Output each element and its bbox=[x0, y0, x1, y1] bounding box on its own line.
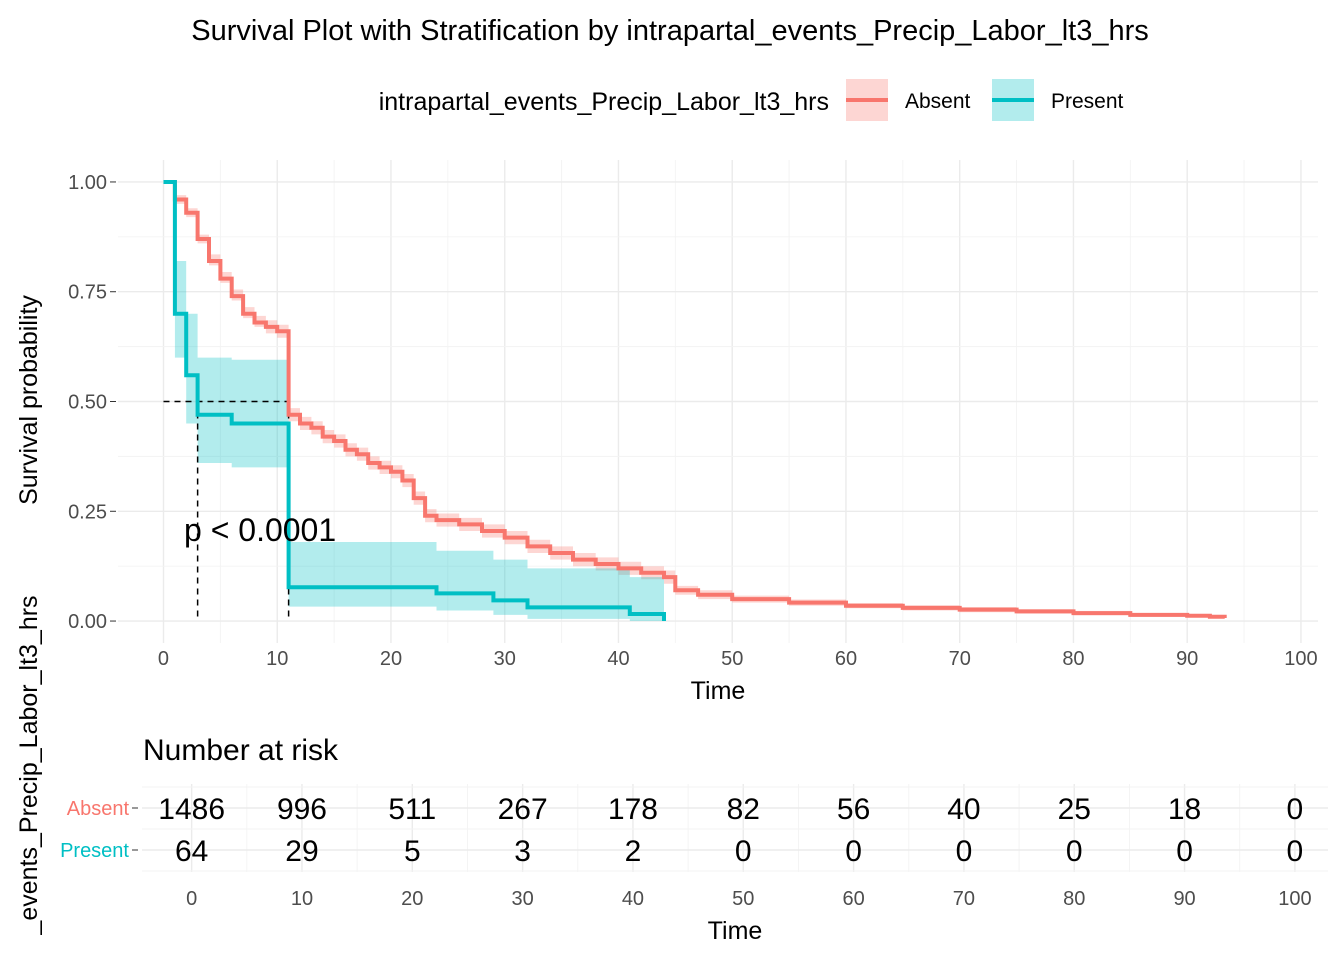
risk-value: 996 bbox=[277, 793, 327, 826]
x-tick-label: 50 bbox=[721, 648, 743, 670]
risk-value: 267 bbox=[498, 793, 548, 826]
risk-table-title: Number at risk bbox=[143, 734, 339, 767]
risk-x-tick-label: 10 bbox=[291, 888, 313, 910]
risk-x-tick-label: 50 bbox=[732, 888, 754, 910]
risk-value: 0 bbox=[735, 835, 752, 868]
risk-value: 64 bbox=[175, 835, 208, 868]
grid bbox=[118, 160, 1318, 643]
x-tick-label: 10 bbox=[266, 648, 288, 670]
y-tick-label: 0.00 bbox=[68, 611, 107, 633]
y-tick-label: 0.25 bbox=[68, 501, 107, 523]
risk-value: 0 bbox=[1287, 835, 1304, 868]
survival-curve-present bbox=[163, 180, 666, 621]
risk-table-grid bbox=[142, 784, 1328, 872]
risk-x-tick-label: 20 bbox=[401, 888, 423, 910]
risk-value: 0 bbox=[1176, 835, 1193, 868]
x-tick-label: 90 bbox=[1176, 648, 1198, 670]
risk-x-tick-label: 30 bbox=[511, 888, 533, 910]
x-axis-ticks: 0 10 20 30 40 50 60 70 80 90 100 bbox=[158, 648, 1318, 670]
risk-value: 511 bbox=[388, 793, 436, 826]
risk-value: 3 bbox=[514, 835, 531, 868]
x-axis-label: Time bbox=[691, 677, 746, 705]
risk-table: Number at risk Absent Present 1486 996 511 2… bbox=[15, 595, 1328, 945]
risk-value: 0 bbox=[956, 835, 973, 868]
risk-value: 29 bbox=[285, 835, 318, 868]
risk-x-tick-label: 60 bbox=[842, 888, 864, 910]
legend-title: intrapartal_events_Precip_Labor_lt3_hrs bbox=[379, 88, 829, 116]
risk-x-tick-label: 40 bbox=[622, 888, 644, 910]
risk-value: 2 bbox=[625, 835, 642, 868]
x-tick-label: 40 bbox=[607, 648, 629, 670]
risk-x-tick-label: 70 bbox=[953, 888, 975, 910]
risk-table-x-label: Time bbox=[708, 917, 763, 945]
risk-x-tick-label: 80 bbox=[1063, 888, 1085, 910]
ci-band-absent bbox=[163, 182, 1225, 620]
risk-table-values: 1486 996 511 267 178 82 56 40 25 18 0 64 29 5 3 2 0 0 0 0 0 0 bbox=[158, 793, 1303, 868]
risk-strata-label-present: Present bbox=[60, 840, 129, 862]
risk-value: 0 bbox=[845, 835, 862, 868]
x-tick-label: 0 bbox=[158, 648, 169, 670]
risk-table-strata: Absent Present bbox=[60, 798, 138, 862]
legend-label-present: Present bbox=[1051, 90, 1124, 113]
legend-label-absent: Absent bbox=[905, 90, 971, 113]
y-axis-ticks: 0.00 0.25 0.50 0.75 1.00 bbox=[68, 172, 116, 633]
risk-value: 178 bbox=[608, 793, 658, 826]
y-tick-label: 0.50 bbox=[68, 392, 107, 414]
x-tick-label: 100 bbox=[1284, 648, 1317, 670]
risk-value: 40 bbox=[947, 793, 980, 826]
risk-x-tick-label: 0 bbox=[186, 888, 197, 910]
risk-value: 5 bbox=[404, 835, 421, 868]
risk-value: 56 bbox=[837, 793, 870, 826]
x-tick-label: 60 bbox=[835, 648, 857, 670]
risk-strata-label-absent: Absent bbox=[67, 798, 130, 820]
risk-value: 0 bbox=[1066, 835, 1083, 868]
legend: intrapartal_events_Precip_Labor_lt3_hrs … bbox=[379, 79, 1124, 121]
risk-value: 25 bbox=[1058, 793, 1091, 826]
y-tick-label: 0.75 bbox=[68, 282, 107, 304]
risk-table-x-ticks: 0 10 20 30 40 50 60 70 80 90 100 bbox=[186, 888, 1312, 910]
risk-value: 1486 bbox=[158, 793, 225, 826]
x-tick-label: 70 bbox=[949, 648, 971, 670]
chart-title: Survival Plot with Stratification by int… bbox=[191, 15, 1149, 47]
x-tick-label: 20 bbox=[380, 648, 402, 670]
y-axis-label: Survival probability bbox=[15, 295, 43, 505]
risk-value: 82 bbox=[727, 793, 760, 826]
x-tick-label: 80 bbox=[1062, 648, 1084, 670]
risk-x-tick-label: 90 bbox=[1173, 888, 1195, 910]
risk-value: 0 bbox=[1287, 793, 1304, 826]
risk-value: 18 bbox=[1168, 793, 1201, 826]
survival-curve-absent bbox=[163, 180, 1227, 619]
y-tick-label: 1.00 bbox=[68, 172, 107, 194]
risk-table-side-label: _events_Precip_Labor_lt3_hrs bbox=[15, 595, 43, 935]
p-value: p < 0.0001 bbox=[184, 512, 336, 548]
risk-x-tick-label: 100 bbox=[1278, 888, 1311, 910]
survival-curves bbox=[163, 180, 1227, 621]
x-tick-label: 30 bbox=[494, 648, 516, 670]
